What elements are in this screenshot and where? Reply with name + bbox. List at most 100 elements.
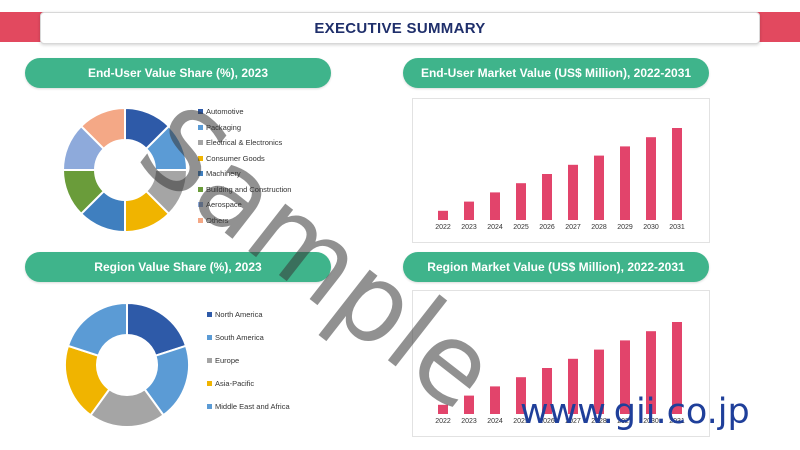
region-value-title: Region Market Value (US$ Million), 2022-… — [427, 260, 685, 274]
bar-2025 — [516, 183, 526, 220]
legend-label: Building and Construction — [206, 184, 292, 194]
region-share-donut — [64, 301, 190, 428]
legend-label: Middle East and Africa — [215, 402, 290, 411]
legend-swatch — [198, 155, 203, 161]
donut-slice-middle-east-and-africa — [66, 301, 128, 357]
x-tick-label: 2024 — [487, 224, 503, 231]
x-tick-label: 2022 — [435, 224, 451, 231]
bar-2028 — [594, 349, 604, 414]
legend-item: Building and Construction — [198, 185, 291, 194]
enduser-value-bar-chart: 2022 2023 2024 2025 2026 2027 2028 2029 2030 2031 — [435, 128, 685, 231]
region-bar-frame — [412, 290, 710, 437]
legend-item: Europe — [207, 356, 239, 365]
x-tick-label: 2028 — [591, 224, 607, 231]
x-tick-label: 2022 — [435, 418, 451, 425]
region-share-header: Region Value Share (%), 2023 — [25, 252, 331, 282]
bar-2029 — [620, 340, 630, 414]
x-tick-label: 2030 — [643, 224, 659, 231]
bar-2030 — [646, 137, 656, 220]
donut-slice-others — [79, 106, 126, 151]
x-tick-label: 2025 — [513, 224, 529, 231]
legend-label: Europe — [215, 356, 240, 365]
legend-swatch — [198, 202, 203, 207]
enduser-value-title: End-User Market Value (US$ Million), 202… — [420, 66, 692, 80]
region-value-bar-chart: 2022 2023 2024 2025 2026 2027 2028 2029 2030 2031 — [435, 322, 685, 425]
legend-label: Packaging — [206, 122, 242, 132]
legend-swatch — [207, 358, 212, 363]
x-tick-label: 2030 — [643, 418, 659, 425]
legend-item: South America — [207, 333, 264, 342]
legend-swatch — [198, 186, 203, 192]
legend-label: Others — [206, 215, 229, 225]
legend-swatch — [207, 312, 212, 317]
legend-item: Packaging — [198, 123, 241, 132]
legend-item: Middle East and Africa — [207, 402, 290, 411]
enduser-share-donut — [61, 106, 189, 234]
x-tick-label: 2024 — [487, 418, 503, 425]
legend-item: Consumer Goods — [198, 154, 265, 163]
legend-item: Automotive — [198, 107, 244, 116]
legend-swatch — [198, 140, 203, 145]
x-tick-label: 2026 — [539, 418, 555, 425]
bar-2028 — [594, 155, 604, 220]
bar-2023 — [464, 201, 474, 220]
legend-item: Asia-Pacific — [207, 379, 254, 388]
x-tick-label: 2029 — [617, 224, 633, 231]
x-tick-label: 2023 — [461, 418, 477, 425]
bar-2022 — [438, 210, 448, 220]
legend-swatch — [198, 124, 203, 130]
enduser-share-legend: Automotive Packaging Electrical & Electron… — [198, 107, 318, 237]
legend-swatch — [207, 381, 212, 386]
bar-2022 — [438, 404, 448, 414]
bar-2030 — [646, 331, 656, 414]
header-title-box: EXECUTIVE SUMMARY — [40, 12, 760, 44]
x-tick-label: 2029 — [617, 418, 633, 425]
bar-2026 — [542, 174, 552, 220]
x-tick-label: 2025 — [513, 418, 529, 425]
x-tick-label: 2027 — [565, 418, 581, 425]
x-tick-label: 2031 — [669, 418, 685, 425]
legend-label: Machinery — [206, 169, 241, 178]
enduser-value-header: End-User Market Value (US$ Million), 202… — [403, 58, 709, 88]
bar-2024 — [490, 386, 500, 414]
legend-item: North America — [207, 310, 263, 319]
x-tick-label: 2027 — [565, 224, 581, 231]
bar-2031 — [672, 128, 682, 220]
legend-swatch — [207, 335, 212, 340]
enduser-share-title: End-User Value Share (%), 2023 — [87, 66, 269, 80]
bar-2031 — [672, 322, 682, 414]
page-title: EXECUTIVE SUMMARY — [314, 19, 486, 37]
x-tick-label: 2026 — [539, 224, 555, 231]
legend-item: Machinery — [198, 169, 241, 178]
site-watermark: www.gii.co.jp — [520, 392, 750, 432]
legend-item: Others — [198, 216, 229, 225]
enduser-bar-frame — [412, 98, 710, 243]
legend-label: Aerospace — [206, 200, 242, 209]
legend-label: Automotive — [206, 107, 244, 116]
bar-2029 — [620, 146, 630, 220]
bar-2023 — [464, 395, 474, 414]
legend-label: Electrical & Electronics — [206, 138, 283, 147]
legend-swatch — [198, 217, 203, 223]
bar-2026 — [542, 368, 552, 414]
legend-label: Asia-Pacific — [215, 379, 255, 388]
bar-2027 — [568, 358, 578, 414]
legend-swatch — [207, 404, 212, 409]
bar-2027 — [568, 164, 578, 220]
legend-item: Electrical & Electronics — [198, 138, 282, 147]
x-tick-label: 2028 — [591, 418, 607, 425]
legend-label: North America — [215, 310, 263, 319]
legend-item: Aerospace — [198, 200, 242, 209]
region-value-header: Region Market Value (US$ Million), 2022-… — [403, 252, 709, 282]
legend-swatch — [198, 109, 203, 114]
legend-label: Consumer Goods — [206, 153, 265, 163]
x-tick-label: 2023 — [461, 224, 477, 231]
legend-label: South America — [215, 333, 264, 342]
bar-2024 — [490, 192, 500, 220]
region-share-title: Region Value Share (%), 2023 — [94, 260, 262, 274]
legend-swatch — [198, 171, 203, 176]
enduser-share-header: End-User Value Share (%), 2023 — [25, 58, 331, 88]
region-share-legend: North America South America Europe Asia-Pac… — [207, 310, 327, 420]
bar-2025 — [516, 377, 526, 414]
x-tick-label: 2031 — [669, 224, 685, 231]
